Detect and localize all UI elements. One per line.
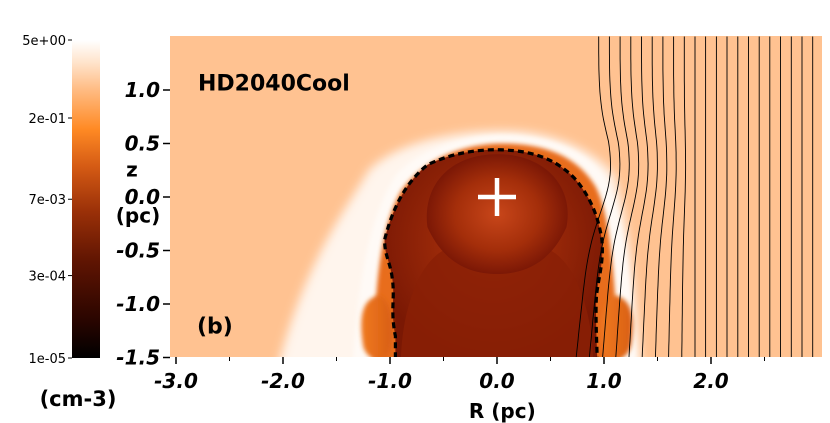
field-line — [615, 36, 640, 357]
bubble-lower-tail — [401, 250, 593, 357]
x-tick-label: 0.0 — [479, 369, 515, 393]
field-line — [668, 36, 677, 357]
colorbar-gradient — [72, 40, 100, 358]
x-tick-label: -3.0 — [154, 369, 198, 393]
panel-label: (b) — [197, 314, 233, 339]
y-tick-label: 0.0 — [125, 185, 161, 209]
x-tick-label: 1.0 — [586, 369, 622, 393]
colorbar-ticks: 5e+00 2e-01 7e-03 3e-04 1e-05 — [22, 34, 72, 367]
field-line — [575, 36, 611, 357]
y-tick-label: 1.0 — [125, 78, 161, 102]
x-axis-label: R (pc) — [469, 399, 536, 423]
x-tick-label: 2.0 — [693, 369, 729, 393]
y-tick-label: -0.5 — [116, 239, 160, 263]
field-line — [628, 36, 649, 357]
colorbar-tick-label: 5e+00 — [22, 34, 66, 49]
run-name-annotation: HD2040Cool — [198, 72, 350, 97]
y-axis-label-z: z — [126, 157, 138, 181]
y-tick-label: -1.0 — [116, 292, 160, 316]
colorbar-unit-label: (cm-3) — [40, 387, 117, 411]
x-axis-ticks: -3.0 -2.0 -1.0 0.0 1.0 2.0 — [154, 357, 765, 393]
colorbar-tick-label: 3e-04 — [28, 270, 66, 285]
colorbar: 5e+00 2e-01 7e-03 3e-04 1e-05 (cm-3) — [22, 34, 116, 411]
colorbar-tick-label: 7e-03 — [28, 193, 66, 208]
magnetic-field-lines — [575, 36, 814, 357]
y-tick-label: -1.5 — [116, 346, 160, 370]
y-axis-ticks: 1.0 0.5 0.0 -0.5 -1.0 -1.5 — [116, 78, 170, 370]
contact-discontinuity-contour — [382, 148, 604, 357]
field-line — [641, 36, 658, 357]
colorbar-tick-label: 1e-05 — [28, 352, 66, 367]
y-axis-label-unit: (pc) — [116, 203, 160, 227]
field-line — [681, 36, 687, 357]
field-line — [602, 36, 630, 357]
field-line — [588, 36, 621, 357]
right-side-knot — [601, 295, 633, 357]
star-marker — [478, 178, 516, 216]
x-tick-label: -1.0 — [368, 369, 412, 393]
left-side-knot — [361, 295, 393, 357]
y-tick-label: 0.5 — [125, 132, 160, 156]
plot-area — [170, 36, 822, 357]
x-tick-label: -2.0 — [261, 369, 305, 393]
colorbar-tick-label: 2e-01 — [28, 112, 66, 127]
field-line — [654, 36, 668, 357]
